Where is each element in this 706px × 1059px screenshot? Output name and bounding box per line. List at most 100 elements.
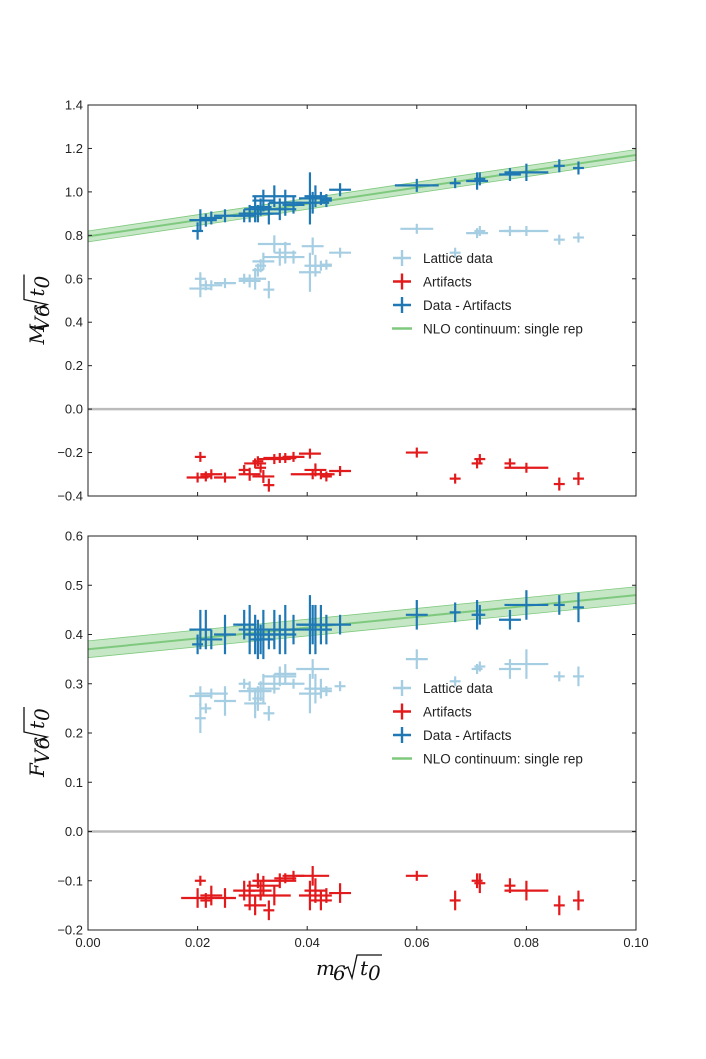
y-tick-label: −0.4: [57, 489, 83, 504]
y-tick-label: 0.1: [65, 775, 83, 790]
data-point: [274, 664, 297, 684]
y-tick-label: −0.2: [57, 923, 83, 938]
legend-label: Data - Artifacts: [423, 298, 512, 313]
data-point: [296, 659, 330, 679]
data-point: [309, 678, 332, 699]
data-point: [504, 163, 549, 182]
series-lattice-data: [189, 649, 584, 733]
data-point: [263, 873, 297, 889]
data-point: [244, 267, 267, 290]
data-point: [249, 880, 272, 901]
data-point: [449, 247, 461, 258]
data-point: [572, 161, 584, 175]
data-point: [449, 473, 461, 484]
data-point: [394, 178, 439, 192]
data-point: [200, 885, 223, 906]
data-point: [329, 614, 352, 635]
y-tick-label: 0.5: [65, 578, 83, 593]
data-point: [238, 678, 250, 689]
data-point: [320, 888, 332, 903]
data-point: [282, 451, 305, 462]
data-point: [257, 885, 291, 906]
data-point: [194, 213, 217, 227]
svg-text:V6: V6: [30, 737, 54, 764]
data-point: [214, 278, 236, 289]
svg-text:t: t: [25, 720, 49, 729]
data-point: [474, 454, 486, 465]
data-point: [329, 247, 352, 258]
data-point: [233, 209, 256, 223]
data-point: [194, 451, 206, 462]
plot-frame: [87, 104, 637, 497]
svg-text:0: 0: [368, 961, 381, 985]
data-point: [449, 890, 461, 911]
series-data-artifacts: [189, 159, 584, 240]
x-axis-title: m6 t 0: [316, 954, 382, 985]
data-point: [282, 678, 305, 689]
data-point: [504, 225, 549, 236]
data-point: [309, 469, 332, 480]
legend-label: NLO continuum: single rep: [423, 322, 583, 337]
y-tick-label: 0.3: [65, 676, 83, 691]
x-tick-label: 0.02: [185, 935, 210, 950]
svg-text:F: F: [25, 762, 49, 778]
data-point: [200, 211, 223, 225]
data-point: [301, 237, 324, 255]
legend: Lattice data Artifacts Data - Artifacts NLO…: [392, 680, 583, 767]
y-tick-label: 0.0: [65, 402, 83, 417]
data-point: [192, 222, 204, 240]
data-point: [214, 686, 236, 716]
data-point: [474, 873, 486, 894]
data-point: [263, 280, 275, 299]
data-point: [252, 456, 264, 467]
svg-text:0: 0: [30, 708, 54, 721]
legend-entry: Artifacts: [393, 703, 472, 720]
x-tick-label: 0.06: [404, 935, 429, 950]
svg-text:0: 0: [30, 276, 54, 289]
data-point: [200, 703, 212, 714]
nlo-fit-line: [87, 153, 637, 238]
data-point: [474, 661, 486, 672]
data-point: [244, 895, 267, 916]
data-point: [214, 209, 236, 223]
data-point: [572, 592, 584, 623]
y-tick-label: 0.2: [65, 358, 83, 373]
data-point: [504, 880, 549, 901]
data-point: [263, 666, 297, 687]
data-point: [200, 609, 212, 650]
data-point: [572, 232, 584, 243]
data-point: [553, 159, 565, 173]
data-point: [238, 274, 261, 288]
data-point: [320, 686, 332, 697]
y-tick-label: 0.2: [65, 726, 83, 741]
data-point: [252, 469, 275, 483]
data-point: [298, 880, 321, 911]
x-tick-label: 0.04: [295, 935, 320, 950]
legend-label: Lattice data: [423, 251, 493, 266]
data-point: [304, 185, 327, 208]
data-point: [504, 590, 549, 620]
y-tick-label: 0.6: [65, 529, 83, 544]
data-point: [255, 462, 267, 473]
data-point: [329, 466, 352, 477]
data-point: [238, 467, 261, 481]
y-tick-label: 0.0: [65, 824, 83, 839]
data-point: [194, 875, 206, 886]
data-point: [405, 447, 428, 458]
data-point: [214, 472, 236, 483]
data-point: [474, 225, 486, 236]
legend-label: Artifacts: [423, 705, 472, 720]
data-point: [329, 883, 352, 903]
y-tick-label: −0.2: [57, 445, 83, 460]
data-point: [320, 471, 332, 482]
x-tick-label: 0.00: [75, 935, 100, 950]
svg-text:M: M: [25, 324, 49, 346]
series-data-artifacts: [189, 590, 584, 660]
legend: Lattice data Artifacts Data - Artifacts NLO…: [392, 250, 583, 337]
data-point: [263, 900, 275, 921]
x-tick-label: 0.08: [514, 935, 539, 950]
data-point: [263, 478, 275, 492]
data-point: [263, 629, 275, 650]
svg-text:t: t: [25, 288, 49, 297]
data-point: [553, 595, 565, 615]
